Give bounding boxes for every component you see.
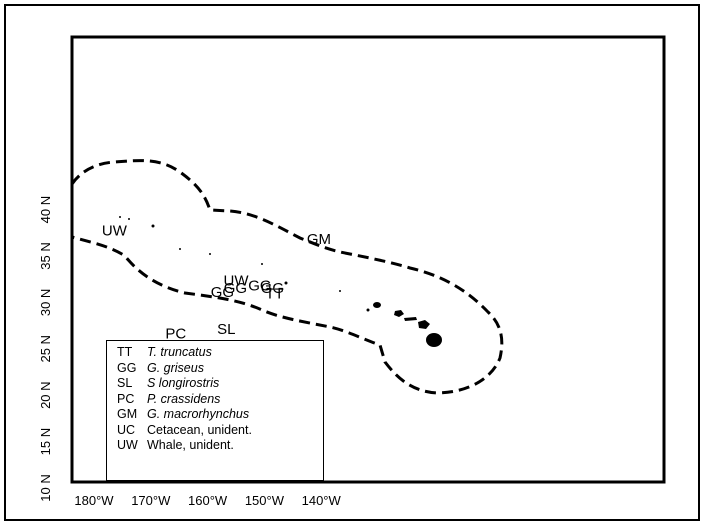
x-tick-label: 140°W [302, 493, 342, 508]
x-tick-label: 180°W [74, 493, 114, 508]
sighting-label-uw: UW [102, 223, 128, 240]
sighting-label-tt: TT [265, 286, 283, 303]
sighting-label-gg: GG [211, 284, 234, 301]
island-maui [418, 320, 430, 329]
sighting-label-gg: GG [261, 280, 284, 297]
sighting-label-uw: UW [224, 273, 250, 290]
islet [179, 248, 181, 250]
y-tick-label: 15 N [38, 428, 53, 455]
sighting-label-gg: GG [224, 280, 247, 297]
legend-item: UW Whale, unident. [117, 438, 323, 454]
y-tick-label: 10 N [38, 474, 53, 501]
legend-code: UC [117, 422, 136, 437]
x-tick-label: 170°W [131, 493, 171, 508]
island-niihau [366, 308, 370, 312]
y-tick-label: 20 N [38, 381, 53, 408]
islet [119, 216, 121, 218]
legend-item: GM G. macrorhynchus [117, 407, 323, 423]
island-kauai [373, 302, 381, 308]
legend-species-name: G. macrorhynchus [147, 407, 250, 421]
legend-item: TT T. truncatus [117, 345, 323, 361]
islet [261, 263, 263, 265]
sighting-label-gg: GG [248, 277, 271, 294]
legend-code: PC [117, 391, 135, 406]
sighting-label-gm: GM [307, 231, 331, 248]
sighting-label-pc: PC [165, 326, 186, 343]
y-tick-label: 40 N [38, 196, 53, 223]
legend-species-name: Whale, unident. [147, 438, 234, 452]
legend-code: UW [117, 438, 138, 452]
hawaiian-islands [119, 216, 442, 347]
islet [128, 218, 130, 220]
legend-code: TT [117, 345, 133, 359]
y-tick-label: 35 N [38, 242, 53, 269]
legend-code: SL [117, 376, 133, 390]
y-tick-label: 25 N [38, 335, 53, 362]
y-axis-ticks: 40 N 35 N 30 N 25 N 20 N 15 N 10 N [38, 196, 53, 502]
legend-item: PC P. crassidens [117, 392, 323, 408]
legend-species-name: P. crassidens [147, 391, 221, 406]
island-molokai [404, 317, 417, 321]
islet [284, 281, 288, 285]
x-tick-label: 150°W [245, 493, 285, 508]
legend-item: SL S longirostris [117, 376, 323, 392]
sighting-label-sl: SL [217, 321, 235, 338]
y-tick-label: 30 N [38, 289, 53, 316]
eez-boundary [70, 159, 504, 395]
islet [339, 290, 341, 292]
plot-area [70, 35, 666, 484]
legend-item: UC Cetacean, unident. [117, 423, 323, 439]
island-oahu [394, 310, 404, 317]
legend-code: GG [117, 360, 137, 375]
legend-species-name: G. griseus [147, 360, 204, 375]
islet [209, 253, 211, 255]
legend-item: GG G. griseus [117, 361, 323, 377]
x-axis-ticks: 180°W 170°W 160°W 150°W 140°W [74, 493, 341, 508]
legend-species-name: Cetacean, unident. [147, 422, 252, 437]
legend-species-name: S longirostris [147, 376, 220, 390]
species-legend: TT T. truncatus GG G. griseus SL S longirostr… [106, 340, 324, 481]
islet [151, 224, 155, 228]
legend-code: GM [117, 407, 138, 421]
x-tick-label: 160°W [188, 493, 228, 508]
legend-species-name: T. truncatus [147, 345, 212, 359]
island-hawaii [426, 333, 442, 347]
